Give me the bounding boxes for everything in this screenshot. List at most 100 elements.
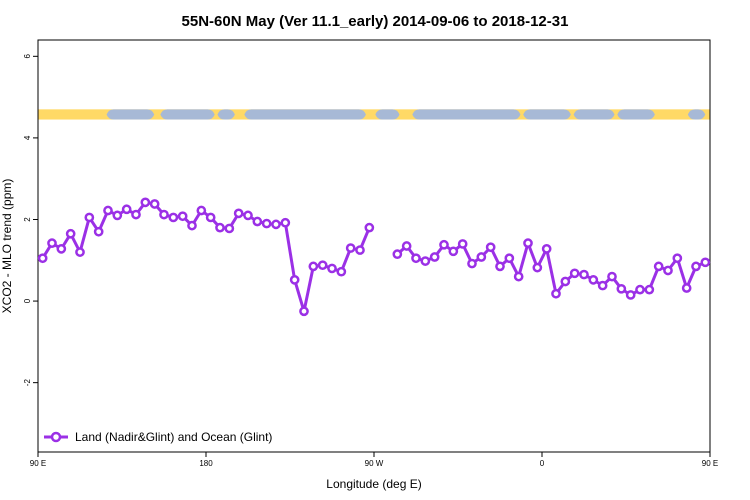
data-point <box>448 246 459 257</box>
map-strip-ocean <box>244 109 366 120</box>
data-point <box>355 245 365 255</box>
data-point <box>364 222 375 233</box>
data-point <box>513 271 524 282</box>
y-tick-label: 4 <box>23 135 32 140</box>
data-point <box>635 284 645 295</box>
data-point <box>439 239 449 250</box>
data-point <box>467 258 477 269</box>
x-tick-label: 180 <box>199 459 213 468</box>
data-point <box>485 242 496 253</box>
map-strip-ocean <box>375 109 400 120</box>
legend-marker <box>50 431 62 443</box>
data-point <box>75 247 85 257</box>
data-point <box>196 205 207 216</box>
data-point <box>47 238 57 248</box>
y-tick-label: 2 <box>23 217 32 222</box>
map-strip-land <box>38 109 710 120</box>
data-point <box>411 253 421 264</box>
x-tick-label: 90 W <box>365 459 384 468</box>
data-point <box>588 275 599 285</box>
data-point <box>681 283 692 293</box>
series-layer <box>37 197 711 317</box>
data-point <box>168 212 179 223</box>
x-tick-label: 90 E <box>702 459 718 468</box>
data-point <box>37 253 48 264</box>
data-point <box>327 263 337 274</box>
data-point <box>597 280 608 291</box>
data-point <box>625 290 636 300</box>
data-point <box>140 197 151 208</box>
data-point <box>700 257 711 268</box>
data-point <box>177 211 188 222</box>
data-point <box>252 216 263 227</box>
data-point <box>401 241 412 251</box>
data-point <box>149 199 160 209</box>
legend: Land (Nadir&Glint) and Ocean (Glint) <box>44 430 272 444</box>
map-strip-ocean <box>217 109 235 120</box>
plot-frame <box>37 39 711 453</box>
data-point <box>121 204 132 215</box>
map-strip-ocean <box>573 109 615 120</box>
data-point <box>233 208 244 219</box>
data-point <box>159 209 169 220</box>
data-point <box>299 306 309 317</box>
data-point <box>532 262 543 273</box>
data-point <box>579 269 589 280</box>
legend-label: Land (Nadir&Glint) and Ocean (Glint) <box>75 430 272 444</box>
data-point <box>215 222 225 233</box>
x-tick-label: 90 E <box>30 459 46 468</box>
chart-title: 55N-60N May (Ver 11.1_early) 2014-09-06 … <box>182 13 569 30</box>
data-point <box>280 217 291 228</box>
data-point <box>541 244 552 254</box>
data-point <box>504 253 515 264</box>
map-strip <box>38 109 710 120</box>
map-strip-ocean <box>106 109 155 120</box>
data-point <box>205 212 216 223</box>
data-point <box>495 261 505 272</box>
y-tick-label: -2 <box>23 379 32 387</box>
data-point <box>607 271 617 282</box>
data-point <box>392 249 403 260</box>
y-axis: -2 0 2 4 6 <box>23 54 38 387</box>
data-point <box>476 252 487 262</box>
data-point <box>560 276 571 287</box>
data-point <box>56 244 67 254</box>
data-point <box>187 220 197 231</box>
data-point <box>672 253 683 264</box>
data-point <box>243 210 253 221</box>
data-point <box>457 239 468 249</box>
data-point <box>551 288 561 299</box>
y-axis-label: XCO2 - MLO trend (ppm) <box>0 179 14 314</box>
data-point <box>308 261 319 272</box>
data-point <box>420 256 431 266</box>
data-point <box>112 210 123 221</box>
data-point <box>93 226 104 237</box>
y-tick-label: 6 <box>23 54 32 59</box>
data-point <box>84 212 95 223</box>
map-strip-ocean <box>160 109 215 120</box>
x-tick-label: 0 <box>540 459 545 468</box>
data-point <box>103 205 113 216</box>
data-point <box>523 238 533 248</box>
data-point <box>65 228 76 239</box>
data-point <box>644 284 655 295</box>
x-axis: 90 E 180 90 W 0 90 E <box>30 452 718 468</box>
data-point <box>429 252 440 262</box>
map-strip-ocean <box>687 109 706 120</box>
series-line <box>396 241 706 297</box>
data-point <box>224 223 235 234</box>
data-point <box>317 260 328 271</box>
data-point <box>653 261 664 272</box>
map-strip-ocean <box>617 109 655 120</box>
map-strip-ocean <box>523 109 571 120</box>
data-point <box>345 243 356 253</box>
data-point <box>663 265 673 276</box>
x-axis-label: Longitude (deg E) <box>326 477 421 491</box>
data-point <box>271 219 281 230</box>
data-point <box>616 283 627 294</box>
map-strip-ocean <box>412 109 521 120</box>
data-point <box>691 261 701 272</box>
data-point <box>289 275 300 285</box>
data-point <box>131 209 141 220</box>
